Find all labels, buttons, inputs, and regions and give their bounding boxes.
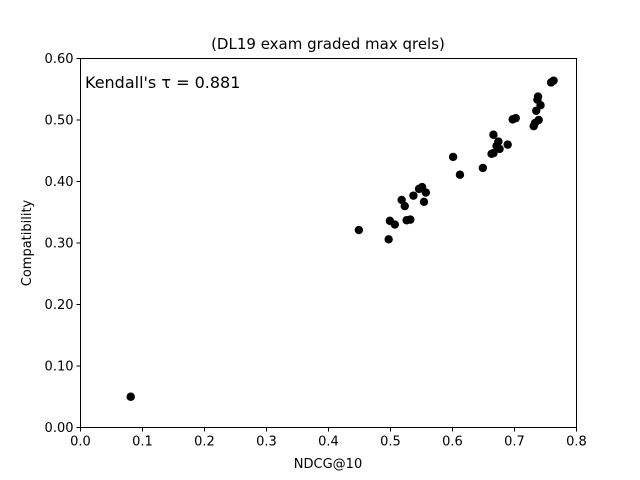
x-tick-label: 0.6	[442, 435, 463, 450]
x-tick-label: 0.7	[504, 435, 525, 450]
x-tick-label: 0.1	[132, 435, 153, 450]
data-point	[495, 144, 504, 154]
x-tick-label: 0.0	[70, 435, 91, 450]
data-point	[489, 149, 498, 158]
data-point	[421, 188, 431, 197]
y-tick-label: 0.40	[45, 175, 74, 190]
y-tick-label: 0.00	[45, 421, 74, 436]
data-point	[534, 115, 543, 125]
data-point	[448, 152, 458, 162]
data-point	[549, 76, 558, 85]
data-point	[419, 197, 429, 206]
data-point	[406, 215, 415, 224]
y-tick-label: 0.30	[45, 237, 74, 252]
x-tick-label: 0.4	[318, 435, 339, 450]
chart-title: (DL19 exam graded max qrels)	[211, 35, 445, 53]
data-point	[354, 225, 364, 235]
data-point	[494, 137, 503, 146]
data-point	[455, 170, 465, 179]
kendall-tau-annotation: Kendall's τ = 0.881	[85, 73, 240, 92]
axis-ticks: 0.0 0.1 0.2 0.3 0.4 0.5 0.6 0.7 0.8 0.00 0.10 0.20 0…	[45, 52, 587, 450]
y-tick-label: 0.60	[45, 52, 74, 67]
data-point	[503, 140, 512, 149]
y-tick-label: 0.10	[45, 360, 74, 375]
data-point	[533, 92, 543, 101]
x-tick-label: 0.3	[256, 435, 277, 450]
data-point	[489, 130, 498, 139]
data-point	[400, 201, 409, 211]
y-axis-label: Compatibility	[20, 199, 35, 286]
x-tick-label: 0.5	[380, 435, 401, 450]
data-points	[126, 76, 558, 401]
x-tick-label: 0.2	[194, 435, 215, 450]
y-tick-label: 0.50	[45, 114, 74, 129]
x-axis-label: NDCG@10	[294, 457, 362, 472]
data-point	[384, 235, 393, 244]
data-point	[409, 191, 418, 200]
x-tick-label: 0.8	[566, 435, 587, 450]
data-point	[390, 220, 400, 229]
data-point	[126, 392, 135, 401]
data-point	[536, 101, 545, 110]
y-tick-label: 0.20	[45, 298, 74, 313]
data-point	[511, 113, 520, 123]
plot-frame	[80, 58, 577, 428]
data-point	[478, 163, 488, 173]
